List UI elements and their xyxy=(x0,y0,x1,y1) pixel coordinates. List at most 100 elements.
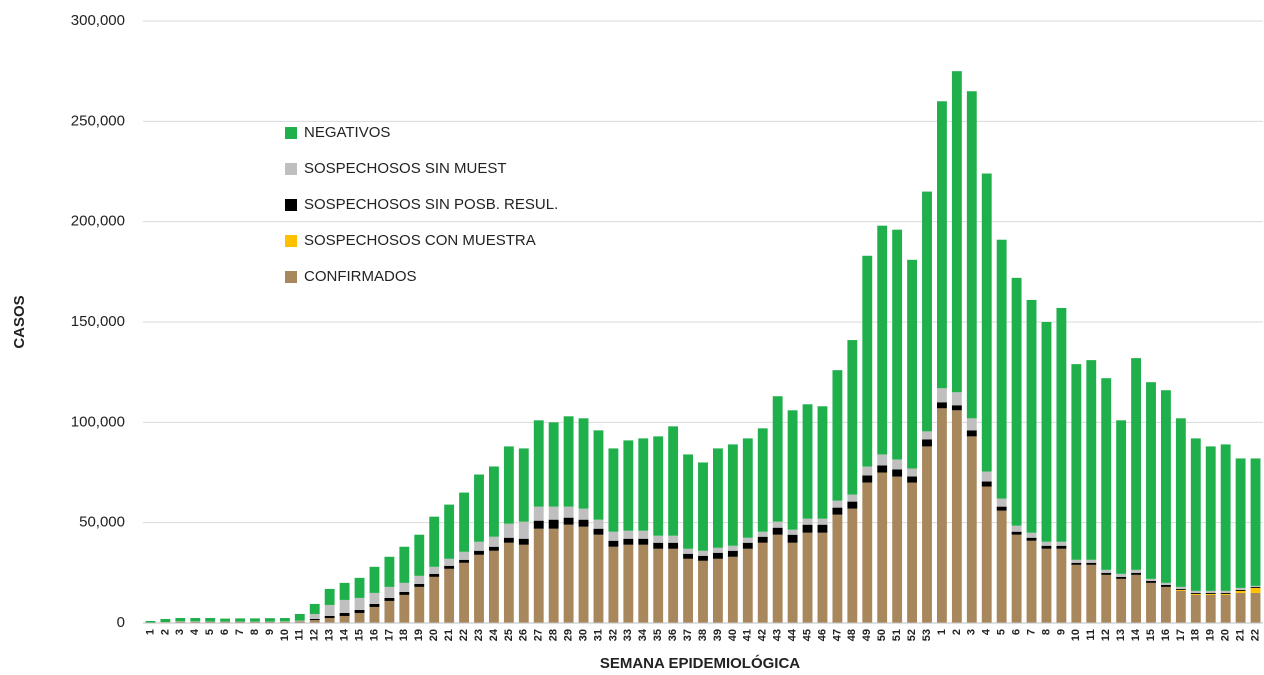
bar-segment xyxy=(623,544,634,623)
bar-segment xyxy=(1026,299,1037,533)
bar-segment xyxy=(548,519,559,529)
x-tick-label: 18 xyxy=(398,629,410,641)
y-tick-label: 150,000 xyxy=(71,313,125,330)
x-tick-label: 8 xyxy=(249,629,261,635)
x-tick-label: 44 xyxy=(787,628,799,641)
bar-segment xyxy=(1116,578,1127,623)
bar-segment xyxy=(294,613,305,621)
x-tick-label: 9 xyxy=(1055,629,1067,635)
bar-segment xyxy=(1101,569,1112,573)
x-tick-label: 1 xyxy=(144,629,156,635)
bar-segment xyxy=(578,508,589,520)
bar-segment xyxy=(175,621,186,623)
bar-segment xyxy=(1086,564,1097,623)
bar-segment xyxy=(309,613,320,619)
legend-label: SOSPECHOSOS SIN POSB. RESUL. xyxy=(304,196,558,213)
bar-segment xyxy=(1161,586,1171,623)
bar-segment xyxy=(324,604,335,616)
x-tick-label: 23 xyxy=(473,629,485,641)
bar-segment xyxy=(548,422,559,507)
x-tick-label: 7 xyxy=(1025,629,1037,635)
bar-segment xyxy=(787,410,798,530)
x-tick-label: 39 xyxy=(712,629,724,641)
bar-segment xyxy=(593,430,604,520)
bar-segment xyxy=(563,506,574,518)
x-tick-label: 4 xyxy=(189,628,201,635)
bar-segment xyxy=(638,438,649,531)
x-tick-label: 21 xyxy=(443,629,455,641)
bar-segment xyxy=(414,575,425,584)
bar-segment xyxy=(832,370,843,501)
bar-segment xyxy=(862,255,873,467)
bar-segment xyxy=(1205,594,1216,623)
bar-segment xyxy=(1146,580,1156,583)
bar-segment xyxy=(339,615,350,623)
bar-segment xyxy=(489,546,499,551)
bar-segment xyxy=(459,559,469,563)
bar-segment xyxy=(369,566,380,593)
x-tick-label: 19 xyxy=(413,629,425,641)
bar-segment xyxy=(1146,582,1156,623)
bar-segment xyxy=(578,526,589,623)
x-tick-label: 28 xyxy=(548,629,560,641)
x-tick-label: 7 xyxy=(234,629,246,635)
bar-segment xyxy=(1175,588,1186,590)
bar-segment xyxy=(1116,420,1127,574)
x-tick-label: 16 xyxy=(1160,629,1172,641)
bar-segment xyxy=(354,609,365,613)
bar-segment xyxy=(608,540,619,547)
bar-segment xyxy=(1220,594,1231,623)
bar-segment xyxy=(683,454,693,549)
bar-segment xyxy=(533,420,544,507)
bar-segment xyxy=(683,548,693,554)
x-tick-label: 29 xyxy=(563,629,575,641)
bar-segment xyxy=(503,523,514,538)
bar-segment xyxy=(757,536,768,543)
bar-segment xyxy=(250,621,260,623)
x-tick-label: 20 xyxy=(428,629,440,641)
bar-segment xyxy=(638,538,649,545)
x-tick-label: 18 xyxy=(1190,629,1202,641)
bar-segment xyxy=(668,426,679,536)
x-tick-label: 34 xyxy=(637,628,649,641)
bar-segment xyxy=(1101,572,1112,575)
bar-segment xyxy=(190,617,201,622)
bar-segment xyxy=(1011,531,1022,535)
bar-segment xyxy=(892,469,903,477)
bar-segment xyxy=(892,229,903,460)
bar-segment xyxy=(996,498,1007,507)
x-tick-label: 5 xyxy=(996,629,1008,635)
x-tick-label: 42 xyxy=(757,629,769,641)
bar-segment xyxy=(787,529,798,535)
bar-segment xyxy=(1086,360,1097,560)
bar-segment xyxy=(698,555,708,561)
bar-segment xyxy=(668,535,679,543)
bar-segment xyxy=(847,340,858,495)
bar-segment xyxy=(205,617,216,622)
bar-segment xyxy=(1175,586,1186,589)
bar-segment xyxy=(265,621,275,623)
bar-segment xyxy=(892,459,903,470)
bar-segment xyxy=(713,552,723,559)
legend-label: SOSPECHOSOS CON MUESTRA xyxy=(304,232,536,249)
bar-segment xyxy=(399,546,410,583)
bar-segment xyxy=(1190,593,1201,595)
bar-segment xyxy=(548,506,559,520)
bar-segment xyxy=(235,618,245,622)
bar-segment xyxy=(981,486,992,623)
bar-segment xyxy=(175,617,186,622)
x-tick-label: 11 xyxy=(294,629,306,641)
bar-segment xyxy=(1041,545,1052,549)
bar-segment xyxy=(1175,418,1186,587)
bar-segment xyxy=(1235,590,1246,593)
bar-segment xyxy=(772,396,783,522)
bar-segment xyxy=(474,474,484,542)
bar-segment xyxy=(713,547,723,553)
bar-segment xyxy=(877,225,888,455)
bar-segment xyxy=(1011,525,1022,532)
bar-segment xyxy=(1011,534,1022,623)
x-tick-label: 2 xyxy=(159,629,171,635)
bar-segment xyxy=(324,617,335,623)
x-axis-label: SEMANA EPIDEMIOLÓGICA xyxy=(600,654,800,672)
bar-segment xyxy=(518,521,529,539)
